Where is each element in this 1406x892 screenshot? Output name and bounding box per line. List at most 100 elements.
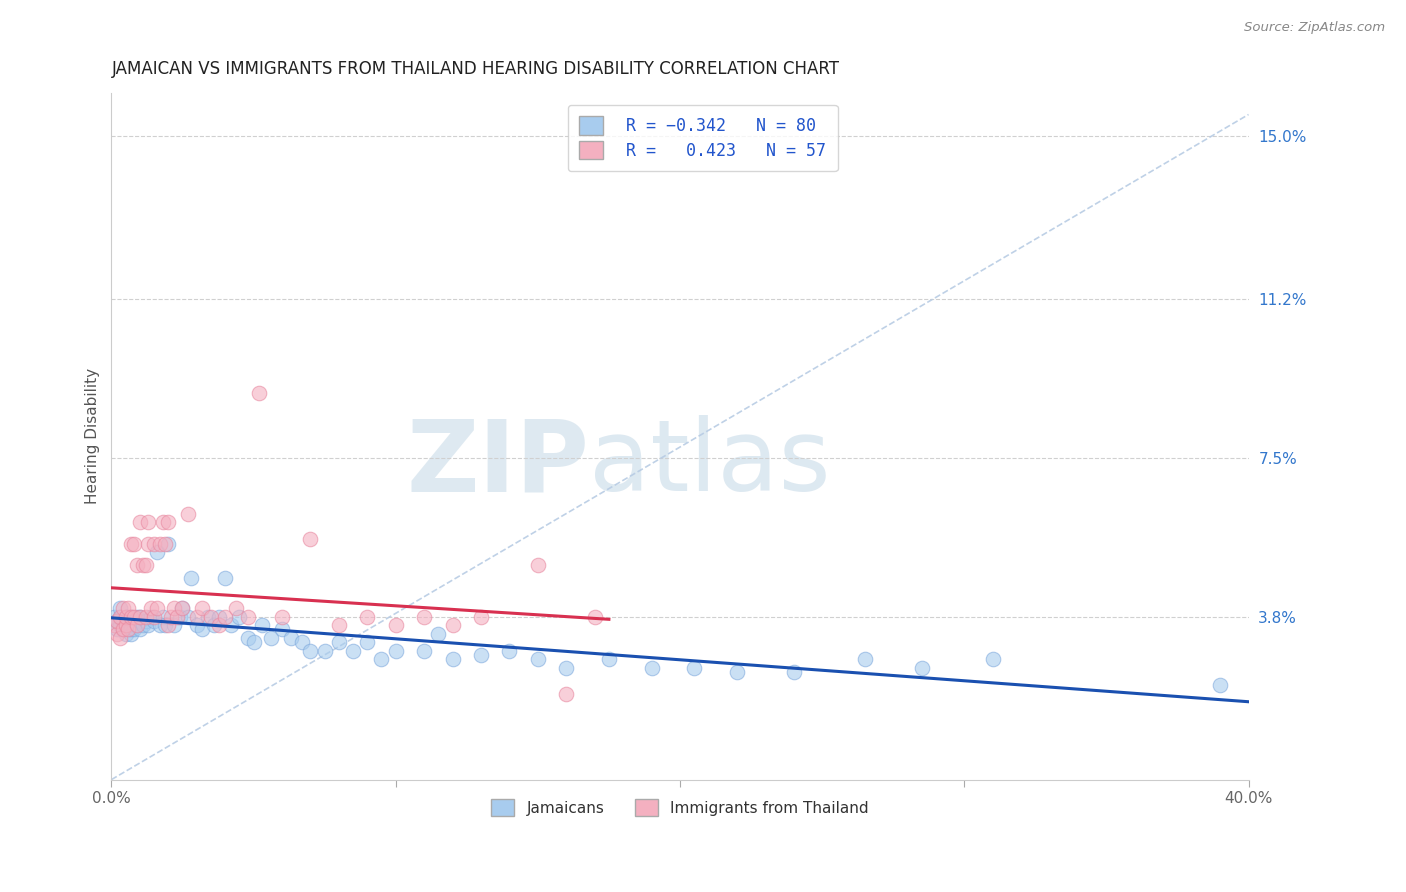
Point <box>441 618 464 632</box>
Point <box>122 623 145 637</box>
Point <box>122 618 145 632</box>
Point <box>236 631 259 645</box>
Point <box>125 609 148 624</box>
Point <box>342 644 364 658</box>
Point <box>157 515 180 529</box>
Point <box>527 558 550 572</box>
Point <box>1209 678 1232 692</box>
Point <box>114 618 136 632</box>
Point <box>250 618 273 632</box>
Point <box>114 609 136 624</box>
Point <box>783 665 806 680</box>
Point <box>598 652 620 666</box>
Point <box>186 618 208 632</box>
Point <box>208 618 231 632</box>
Point <box>128 609 150 624</box>
Legend: Jamaicans, Immigrants from Thailand: Jamaicans, Immigrants from Thailand <box>484 791 876 823</box>
Point <box>470 609 492 624</box>
Point <box>149 618 172 632</box>
Point <box>200 609 222 624</box>
Point <box>271 623 294 637</box>
Point <box>427 626 450 640</box>
Point <box>186 609 208 624</box>
Point <box>172 601 194 615</box>
Point <box>108 601 131 615</box>
Text: atlas: atlas <box>589 416 831 512</box>
Point <box>120 618 142 632</box>
Point <box>291 635 314 649</box>
Point <box>177 507 200 521</box>
Point <box>177 609 200 624</box>
Point <box>384 644 406 658</box>
Point <box>910 661 932 675</box>
Point <box>208 609 231 624</box>
Point <box>122 609 145 624</box>
Point <box>197 609 219 624</box>
Point <box>138 515 160 529</box>
Point <box>125 618 148 632</box>
Point <box>155 618 177 632</box>
Point <box>108 609 131 624</box>
Point <box>725 665 748 680</box>
Point <box>202 618 225 632</box>
Point <box>114 618 136 632</box>
Point <box>143 614 166 628</box>
Point <box>314 644 336 658</box>
Point <box>108 609 131 624</box>
Point <box>172 601 194 615</box>
Point <box>105 614 128 628</box>
Point <box>143 536 166 550</box>
Text: Source: ZipAtlas.com: Source: ZipAtlas.com <box>1244 21 1385 34</box>
Point <box>105 623 128 637</box>
Point <box>146 545 169 559</box>
Point <box>157 618 180 632</box>
Point <box>111 601 134 615</box>
Point <box>120 626 142 640</box>
Text: ZIP: ZIP <box>406 416 589 512</box>
Point <box>111 614 134 628</box>
Point <box>228 609 250 624</box>
Point <box>299 644 322 658</box>
Point <box>128 515 150 529</box>
Point <box>138 618 160 632</box>
Point <box>640 661 662 675</box>
Point <box>103 618 125 632</box>
Point <box>152 609 174 624</box>
Point <box>128 609 150 624</box>
Point <box>120 623 142 637</box>
Point <box>122 614 145 628</box>
Point <box>108 618 131 632</box>
Point <box>122 536 145 550</box>
Point <box>259 631 281 645</box>
Point <box>146 601 169 615</box>
Point <box>370 652 392 666</box>
Point <box>111 623 134 637</box>
Point <box>152 515 174 529</box>
Point <box>236 609 259 624</box>
Point <box>413 609 436 624</box>
Point <box>108 631 131 645</box>
Point <box>120 536 142 550</box>
Point <box>470 648 492 662</box>
Point <box>328 618 350 632</box>
Point <box>125 558 148 572</box>
Point <box>155 536 177 550</box>
Point <box>117 609 139 624</box>
Point <box>163 618 186 632</box>
Point <box>103 609 125 624</box>
Point <box>125 618 148 632</box>
Point <box>114 626 136 640</box>
Point <box>117 601 139 615</box>
Point <box>498 644 520 658</box>
Point <box>163 601 186 615</box>
Point <box>143 609 166 624</box>
Point <box>853 652 876 666</box>
Point <box>117 623 139 637</box>
Point <box>128 623 150 637</box>
Point <box>683 661 706 675</box>
Point <box>166 609 188 624</box>
Point <box>141 609 163 624</box>
Point <box>356 609 378 624</box>
Point <box>120 609 142 624</box>
Point <box>191 623 214 637</box>
